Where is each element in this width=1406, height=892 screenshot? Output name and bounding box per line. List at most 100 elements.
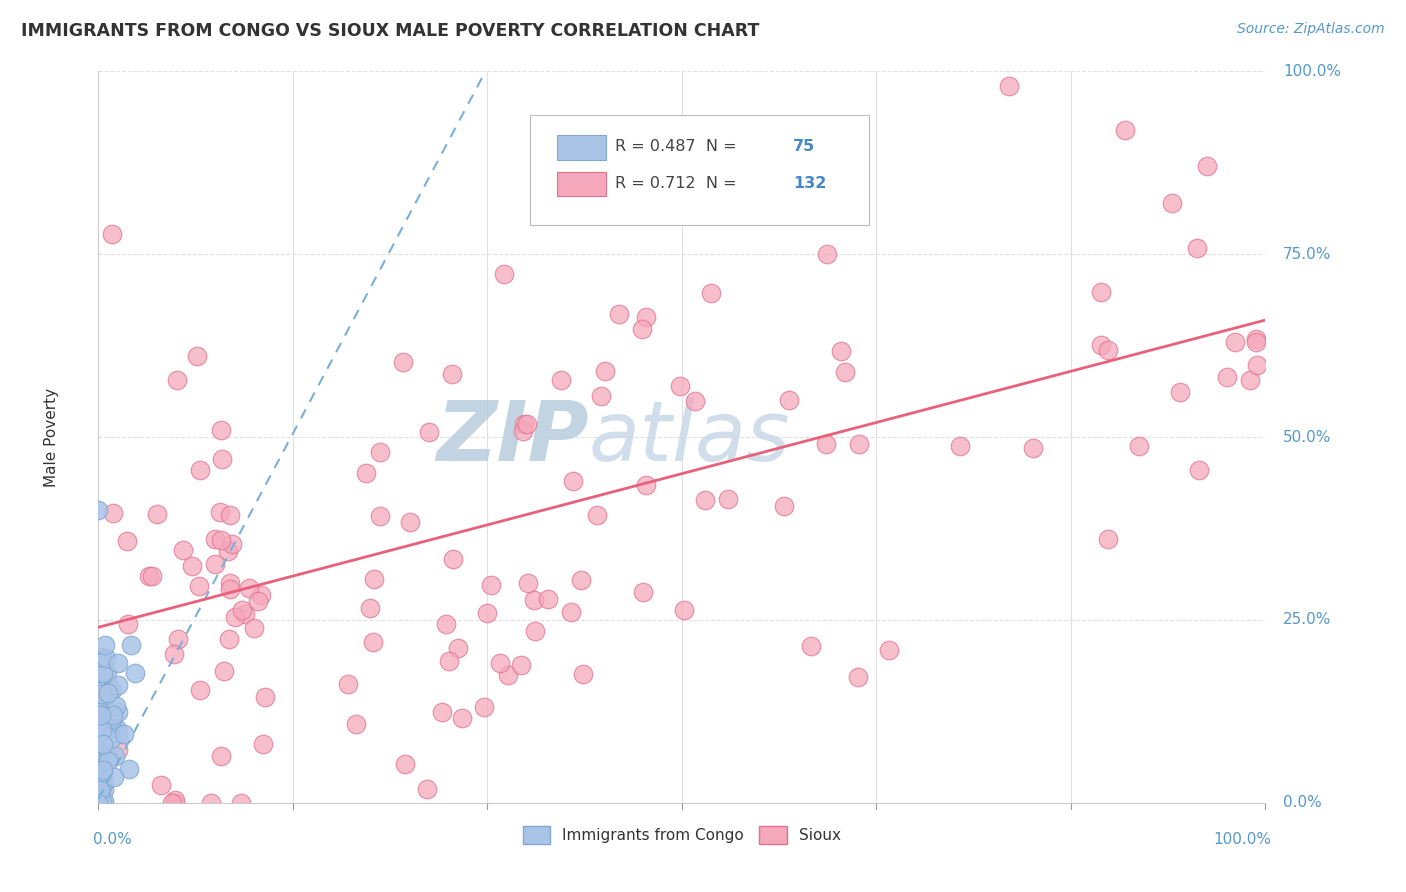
Point (91, 700, 114, 714)
Point (572, 667, 595, 681)
Point (337, 677, 360, 691)
Point (90, 704, 112, 718)
Point (167, 632, 190, 646)
Point (1168, 385, 1191, 400)
Point (673, 603, 696, 617)
Point (105, 723, 128, 737)
Point (394, 757, 416, 772)
Point (188, 463, 211, 477)
Point (815, 247, 838, 261)
Point (669, 379, 692, 393)
Point (93, 748, 115, 763)
Point (89, 743, 111, 757)
Point (252, 737, 274, 751)
Point (218, 508, 240, 522)
Point (231, 603, 253, 617)
Point (180, 559, 202, 574)
Point (693, 493, 716, 508)
Point (190, 683, 212, 698)
Text: 0.0%: 0.0% (93, 832, 131, 847)
Point (96, 675, 118, 690)
Point (97, 755, 120, 769)
Point (492, 267, 515, 281)
Point (117, 616, 139, 631)
Point (344, 717, 367, 731)
Point (778, 393, 800, 408)
Point (138, 568, 160, 582)
Point (91, 763, 114, 777)
Point (607, 307, 630, 321)
Point (363, 573, 385, 587)
Text: 25.0%: 25.0% (1282, 613, 1331, 627)
Point (204, 557, 226, 571)
Text: IMMIGRANTS FROM CONGO VS SIOUX MALE POVERTY CORRELATION CHART: IMMIGRANTS FROM CONGO VS SIOUX MALE POVE… (21, 22, 759, 40)
Point (368, 508, 391, 523)
Point (249, 588, 271, 602)
Point (717, 491, 740, 506)
Point (773, 499, 796, 513)
Point (214, 664, 236, 678)
Point (356, 466, 378, 480)
Point (636, 310, 658, 324)
Point (163, 647, 186, 661)
Point (89, 679, 111, 693)
Text: 132: 132 (793, 176, 827, 191)
Point (219, 582, 242, 596)
Point (591, 389, 613, 403)
Point (700, 285, 723, 300)
Point (949, 439, 972, 453)
Point (107, 727, 129, 741)
Point (146, 507, 169, 521)
Point (91, 754, 114, 768)
Point (561, 474, 583, 488)
Point (233, 607, 256, 622)
Point (1097, 343, 1119, 357)
Point (441, 552, 464, 566)
Point (90, 708, 112, 723)
Point (89, 790, 111, 805)
Point (90, 723, 112, 737)
Point (172, 543, 194, 558)
Point (87, 749, 110, 764)
FancyBboxPatch shape (557, 135, 606, 160)
Point (1114, 123, 1136, 137)
Text: 0.0%: 0.0% (1282, 796, 1322, 810)
Point (560, 605, 582, 619)
Point (877, 643, 900, 657)
Point (569, 574, 592, 588)
Point (399, 515, 422, 529)
Point (370, 445, 392, 459)
Point (479, 577, 502, 591)
FancyBboxPatch shape (557, 171, 606, 196)
Point (683, 394, 706, 409)
Point (103, 707, 125, 722)
Point (253, 690, 276, 705)
Point (103, 507, 125, 521)
Point (107, 705, 129, 719)
Point (90, 781, 112, 796)
Point (89, 708, 111, 723)
Point (1090, 337, 1112, 351)
Point (359, 600, 381, 615)
Point (90, 650, 112, 665)
Point (91, 703, 114, 717)
Point (510, 657, 533, 672)
Point (204, 533, 226, 547)
Point (418, 425, 440, 440)
Point (537, 591, 560, 606)
Point (523, 593, 546, 607)
Point (218, 632, 240, 647)
Point (93, 783, 115, 797)
Point (631, 584, 654, 599)
Point (524, 624, 547, 638)
Point (89, 783, 111, 797)
Point (436, 616, 458, 631)
Point (1161, 196, 1184, 211)
Legend: Immigrants from Congo, Sioux: Immigrants from Congo, Sioux (516, 820, 848, 850)
Point (112, 727, 135, 741)
Point (1246, 358, 1268, 372)
Point (391, 355, 413, 369)
Point (90, 779, 112, 793)
Text: atlas: atlas (589, 397, 790, 477)
Point (87, 503, 110, 517)
